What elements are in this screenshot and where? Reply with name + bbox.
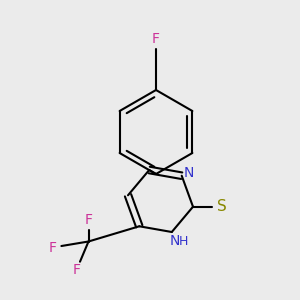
Text: F: F bbox=[73, 263, 80, 277]
Text: F: F bbox=[85, 214, 92, 227]
Text: H: H bbox=[179, 236, 188, 248]
Text: N: N bbox=[184, 166, 194, 180]
Text: S: S bbox=[217, 199, 226, 214]
Text: F: F bbox=[49, 241, 56, 254]
Text: F: F bbox=[152, 32, 160, 46]
Text: N: N bbox=[169, 234, 180, 248]
